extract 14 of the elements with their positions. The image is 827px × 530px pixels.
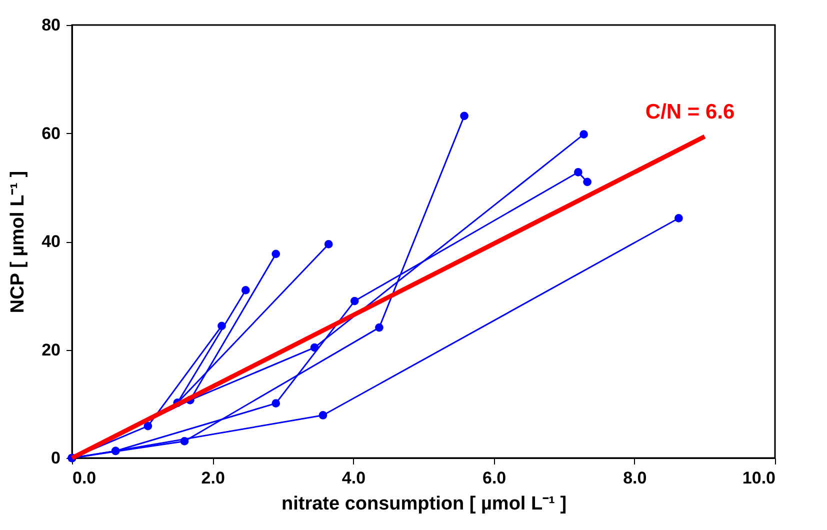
y-tick-label: 40 bbox=[42, 232, 60, 251]
y-tick-label: 60 bbox=[42, 124, 60, 143]
x-axis-title: nitrate consumption [ µmol L⁻¹ ] bbox=[281, 494, 567, 514]
y-axis-title: NCP [ µmol L⁻¹ ] bbox=[8, 170, 29, 314]
y-tick-label: 80 bbox=[42, 16, 60, 34]
annotation: C/N = 6.6 bbox=[645, 100, 735, 124]
x-tick-label: 0.0 bbox=[72, 468, 96, 488]
x-tick-label: 8.0 bbox=[623, 468, 647, 488]
x-tick-label: 10.0 bbox=[742, 468, 776, 488]
x-tick-label: 6.0 bbox=[482, 468, 506, 488]
y-tick-label: 0 bbox=[51, 448, 60, 468]
y-tick-label: 20 bbox=[42, 340, 60, 360]
x-tick-label: 2.0 bbox=[201, 468, 225, 488]
x-tick-label: 4.0 bbox=[342, 468, 366, 488]
